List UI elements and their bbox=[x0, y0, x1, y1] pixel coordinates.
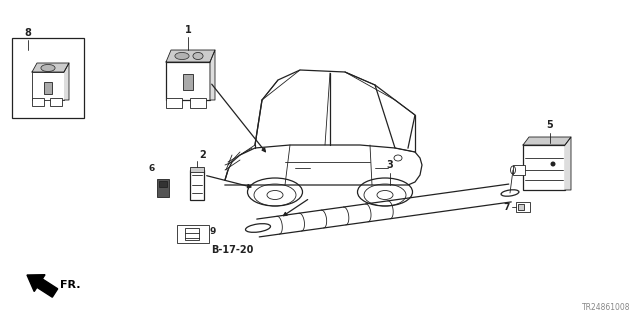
Text: B-17-20: B-17-20 bbox=[211, 245, 253, 255]
Ellipse shape bbox=[41, 65, 55, 71]
Bar bbox=[157, 179, 169, 197]
Text: 3: 3 bbox=[387, 160, 394, 170]
Text: TR24861008: TR24861008 bbox=[582, 303, 630, 312]
Text: FR.: FR. bbox=[60, 280, 81, 290]
Text: 9: 9 bbox=[209, 228, 216, 236]
Bar bbox=[516, 202, 530, 212]
Text: 8: 8 bbox=[24, 28, 31, 38]
Text: 2: 2 bbox=[199, 150, 205, 160]
Ellipse shape bbox=[550, 162, 556, 166]
Polygon shape bbox=[64, 63, 69, 100]
Bar bbox=[177, 225, 209, 243]
Polygon shape bbox=[565, 137, 571, 190]
Ellipse shape bbox=[193, 52, 203, 60]
Text: 7: 7 bbox=[504, 204, 510, 212]
Polygon shape bbox=[210, 50, 215, 100]
Bar bbox=[12, 38, 84, 118]
Bar bbox=[32, 72, 64, 100]
Polygon shape bbox=[166, 50, 215, 62]
Bar bbox=[183, 74, 193, 90]
Bar bbox=[190, 98, 206, 108]
Bar bbox=[166, 62, 210, 100]
FancyArrow shape bbox=[27, 275, 58, 297]
Bar bbox=[190, 170, 204, 200]
Bar bbox=[185, 228, 199, 240]
Polygon shape bbox=[32, 63, 69, 72]
Bar bbox=[523, 145, 565, 190]
Bar bbox=[44, 82, 52, 94]
Text: 5: 5 bbox=[547, 120, 554, 130]
Bar bbox=[159, 181, 167, 187]
Bar bbox=[32, 98, 44, 106]
Ellipse shape bbox=[175, 52, 189, 60]
Bar bbox=[166, 98, 182, 108]
Bar bbox=[518, 204, 524, 210]
Bar bbox=[513, 165, 525, 175]
Polygon shape bbox=[523, 137, 571, 145]
Text: 1: 1 bbox=[184, 25, 191, 35]
Text: 6: 6 bbox=[148, 164, 155, 173]
Bar bbox=[50, 98, 62, 106]
Bar bbox=[190, 167, 204, 172]
